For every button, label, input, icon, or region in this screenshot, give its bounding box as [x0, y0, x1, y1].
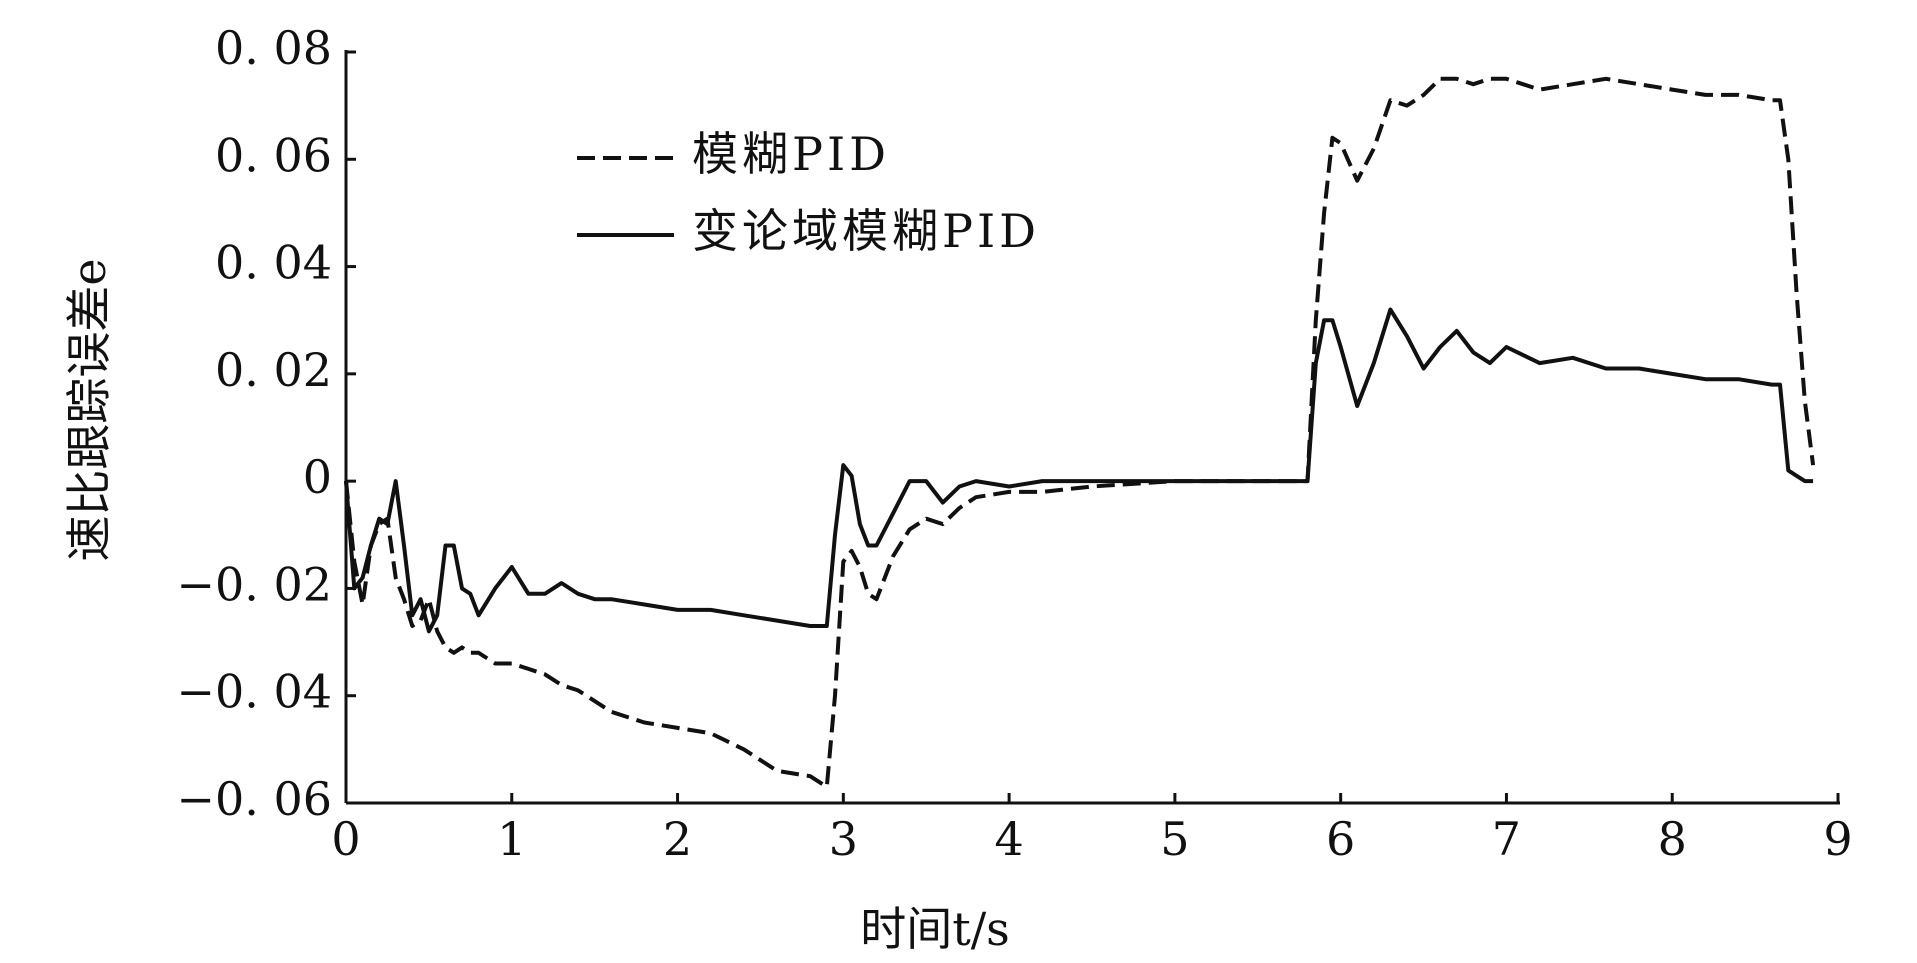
legend-label: 变论域模糊PID: [692, 204, 1040, 258]
y-axis-label: 速比跟踪误差e: [62, 258, 116, 561]
y-tick-label: −0. 06: [176, 772, 332, 826]
x-tick-label: 9: [1823, 812, 1852, 866]
x-tick-label: 0: [331, 812, 360, 866]
x-axis-label: 时间t/s: [860, 902, 1010, 956]
x-tick-label: 3: [829, 812, 858, 866]
series-line: [344, 76, 1816, 789]
x-tick-label: 5: [1160, 812, 1189, 866]
x-tick-label: 7: [1492, 812, 1521, 866]
y-tick-label: −0. 04: [176, 665, 332, 719]
x-tick-label: 1: [497, 812, 526, 866]
y-tick-label: −0. 02: [176, 557, 332, 611]
x-tick-label: 4: [994, 812, 1023, 866]
x-tick-label: 8: [1658, 812, 1687, 866]
series-line: [344, 307, 1814, 634]
y-tick-label: 0. 04: [215, 236, 332, 290]
x-tick-label: 2: [663, 812, 692, 866]
y-tick-label: 0. 02: [215, 343, 332, 397]
y-tick-label: 0. 08: [215, 21, 332, 75]
legend-label: 模糊PID: [692, 127, 890, 181]
y-tick-label: 0. 06: [215, 128, 332, 182]
x-tick-label: 6: [1326, 812, 1355, 866]
y-tick-label: 0: [303, 450, 332, 504]
